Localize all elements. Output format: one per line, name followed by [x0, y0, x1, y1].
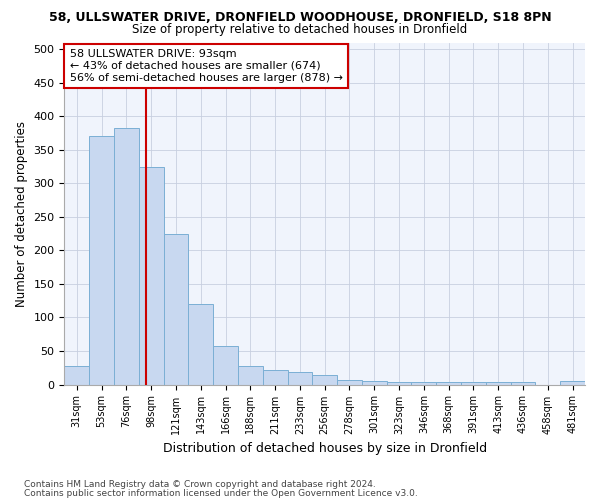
Bar [560, 381, 585, 384]
Bar [213, 346, 238, 385]
Bar [412, 382, 436, 384]
Bar [89, 136, 114, 384]
Bar [486, 382, 511, 384]
Bar [64, 366, 89, 384]
Bar [511, 382, 535, 384]
Bar [238, 366, 263, 384]
Text: 58 ULLSWATER DRIVE: 93sqm
← 43% of detached houses are smaller (674)
56% of semi: 58 ULLSWATER DRIVE: 93sqm ← 43% of detac… [70, 50, 343, 82]
Text: Size of property relative to detached houses in Dronfield: Size of property relative to detached ho… [133, 22, 467, 36]
Text: 58, ULLSWATER DRIVE, DRONFIELD WOODHOUSE, DRONFIELD, S18 8PN: 58, ULLSWATER DRIVE, DRONFIELD WOODHOUSE… [49, 11, 551, 24]
Bar [287, 372, 313, 384]
Text: Contains HM Land Registry data © Crown copyright and database right 2024.: Contains HM Land Registry data © Crown c… [24, 480, 376, 489]
Bar [114, 128, 139, 384]
Bar [362, 381, 386, 384]
Bar [436, 382, 461, 384]
Bar [386, 382, 412, 384]
Bar [263, 370, 287, 384]
Text: Contains public sector information licensed under the Open Government Licence v3: Contains public sector information licen… [24, 488, 418, 498]
X-axis label: Distribution of detached houses by size in Dronfield: Distribution of detached houses by size … [163, 442, 487, 455]
Y-axis label: Number of detached properties: Number of detached properties [15, 120, 28, 306]
Bar [164, 234, 188, 384]
Bar [188, 304, 213, 384]
Bar [313, 374, 337, 384]
Bar [461, 382, 486, 384]
Bar [139, 166, 164, 384]
Bar [337, 380, 362, 384]
